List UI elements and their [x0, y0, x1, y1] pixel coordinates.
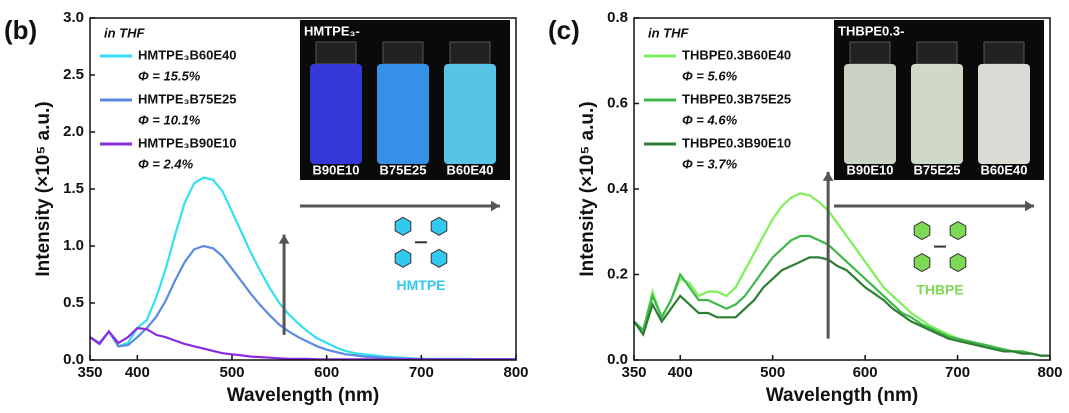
- y-tick-label: 0.8: [607, 9, 628, 26]
- arrow-head: [278, 234, 290, 244]
- vial: [377, 64, 429, 164]
- vial: [444, 64, 496, 164]
- molecule-name: THBPE: [916, 281, 963, 297]
- x-tick-label: 350: [77, 364, 102, 381]
- y-tick-label: 0.0: [607, 351, 628, 368]
- vial: [844, 64, 896, 164]
- legend-label: HMTPE₃B90E10: [138, 135, 237, 150]
- x-tick-label: 600: [853, 364, 878, 381]
- molecule-ring: [913, 221, 931, 241]
- vial-label: B90E10: [847, 162, 894, 177]
- x-tick-label: 700: [945, 364, 970, 381]
- y-tick-label: 2.0: [63, 123, 84, 140]
- arrow-head: [822, 171, 834, 181]
- legend-annotation: Φ = 15.5%: [138, 68, 201, 83]
- x-axis-label: Wavelength (nm): [227, 385, 379, 406]
- molecule-ring: [913, 253, 931, 273]
- spectrum-line: [633, 234, 1050, 357]
- legend-annotation: Φ = 2.4%: [138, 156, 194, 171]
- y-tick-label: 0.5: [63, 294, 84, 311]
- spectrum-line: [633, 192, 1050, 357]
- molecule-name: HMTPE: [397, 277, 446, 293]
- x-axis-label: Wavelength (nm): [766, 385, 918, 406]
- arrow-head: [1025, 200, 1034, 212]
- panel-label: (c): [548, 15, 580, 45]
- vial: [978, 64, 1030, 164]
- spectrum-line: [89, 326, 516, 361]
- x-tick-label: 800: [503, 364, 528, 381]
- vial-cap: [315, 41, 357, 65]
- legend-annotation: Φ = 4.6%: [682, 112, 738, 127]
- legend-label: HMTPE₃B75E25: [138, 91, 237, 106]
- annotation: in THF: [104, 25, 145, 40]
- legend-annotation: Φ = 5.6%: [682, 68, 738, 83]
- x-tick-label: 500: [219, 364, 244, 381]
- y-tick-label: 0.4: [607, 180, 629, 197]
- y-axis-label: Intensity (×10⁵ a.u.): [33, 101, 54, 276]
- vial-cap: [916, 41, 958, 65]
- inset-title: HMTPE₃-: [304, 23, 360, 38]
- y-tick-label: 1.0: [63, 237, 84, 254]
- legend-label: THBPE0.3B60E40: [682, 47, 791, 62]
- vial-label: B60E40: [981, 162, 1028, 177]
- x-tick-label: 400: [125, 364, 150, 381]
- legend-label: HMTPE₃B60E40: [138, 47, 237, 62]
- spectrum-line: [633, 256, 1050, 357]
- legend-annotation: Φ = 3.7%: [682, 156, 738, 171]
- molecule-ring: [949, 221, 967, 241]
- annotation: in THF: [648, 25, 689, 40]
- molecule-ring: [394, 216, 412, 236]
- arrow-head: [491, 200, 500, 212]
- vial-label: B90E10: [313, 162, 360, 177]
- vial: [911, 64, 963, 164]
- y-tick-label: 1.5: [63, 180, 84, 197]
- vial-cap: [382, 41, 424, 65]
- x-tick-label: 350: [621, 364, 646, 381]
- panel-label: (b): [4, 15, 37, 45]
- legend-annotation: Φ = 10.1%: [138, 112, 201, 127]
- vial-label: B60E40: [447, 162, 494, 177]
- molecule-ring: [394, 248, 412, 268]
- vial: [310, 64, 362, 164]
- x-tick-label: 600: [314, 364, 339, 381]
- y-axis-label: Intensity (×10⁵ a.u.): [577, 101, 598, 276]
- y-tick-label: 0.6: [607, 94, 628, 111]
- molecule-ring: [949, 253, 967, 273]
- vial-label: B75E25: [914, 162, 961, 177]
- x-tick-label: 500: [760, 364, 785, 381]
- molecule-ring: [430, 248, 448, 268]
- vial-cap: [983, 41, 1025, 65]
- vial-cap: [849, 41, 891, 65]
- vial-cap: [449, 41, 491, 65]
- x-tick-label: 700: [409, 364, 434, 381]
- x-tick-label: 400: [668, 364, 693, 381]
- x-tick-label: 800: [1037, 364, 1062, 381]
- y-tick-label: 3.0: [63, 9, 84, 26]
- vial-label: B75E25: [380, 162, 427, 177]
- y-tick-label: 2.5: [63, 66, 84, 83]
- legend-label: THBPE0.3B90E10: [682, 135, 791, 150]
- molecule-ring: [430, 216, 448, 236]
- legend-label: THBPE0.3B75E25: [682, 91, 791, 106]
- inset-title: THBPE0.3-: [838, 23, 904, 38]
- y-tick-label: 0.2: [607, 265, 628, 282]
- y-tick-label: 0.0: [63, 351, 84, 368]
